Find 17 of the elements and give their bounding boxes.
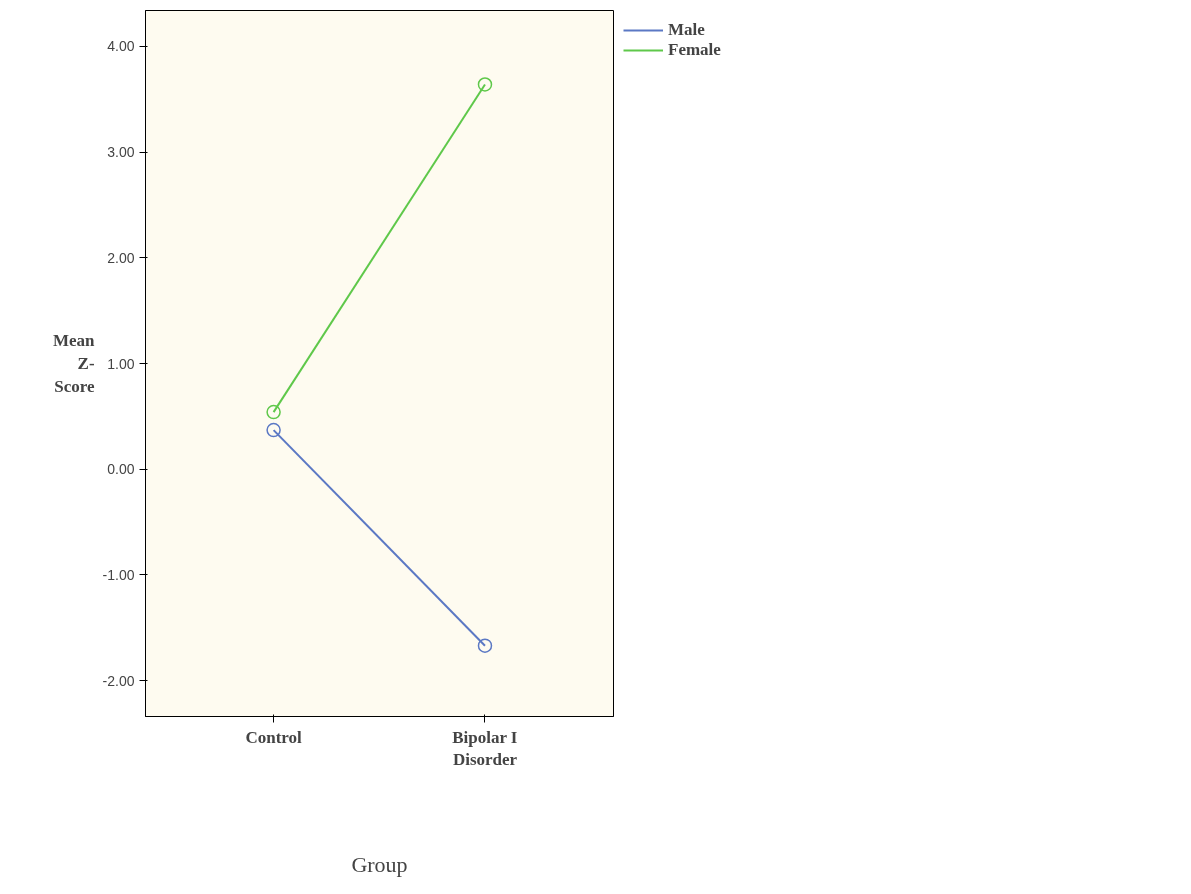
point (477, 77, 493, 92)
point (477, 638, 493, 653)
legend-label: Female (668, 40, 721, 60)
y-tick-label: 3.00 (107, 144, 135, 161)
legend-label: Male (668, 20, 705, 40)
y-tick-label: -1.00 (102, 566, 135, 583)
y-tick-label: 2.00 (107, 249, 135, 266)
x-tick-label: Control (245, 727, 303, 747)
y-tick-label: -2.00 (102, 672, 135, 689)
y-tick-label: 1.00 (107, 355, 135, 372)
y-axis-title: Mean Z-Score (53, 331, 96, 396)
y-tick-label: 4.00 (107, 38, 135, 55)
point (266, 404, 281, 420)
y-tick-label: 0.00 (107, 461, 135, 478)
x-axis-title: Group (351, 852, 408, 878)
point (266, 422, 281, 438)
x-tick-label: Bipolar I Disorder (452, 727, 518, 770)
